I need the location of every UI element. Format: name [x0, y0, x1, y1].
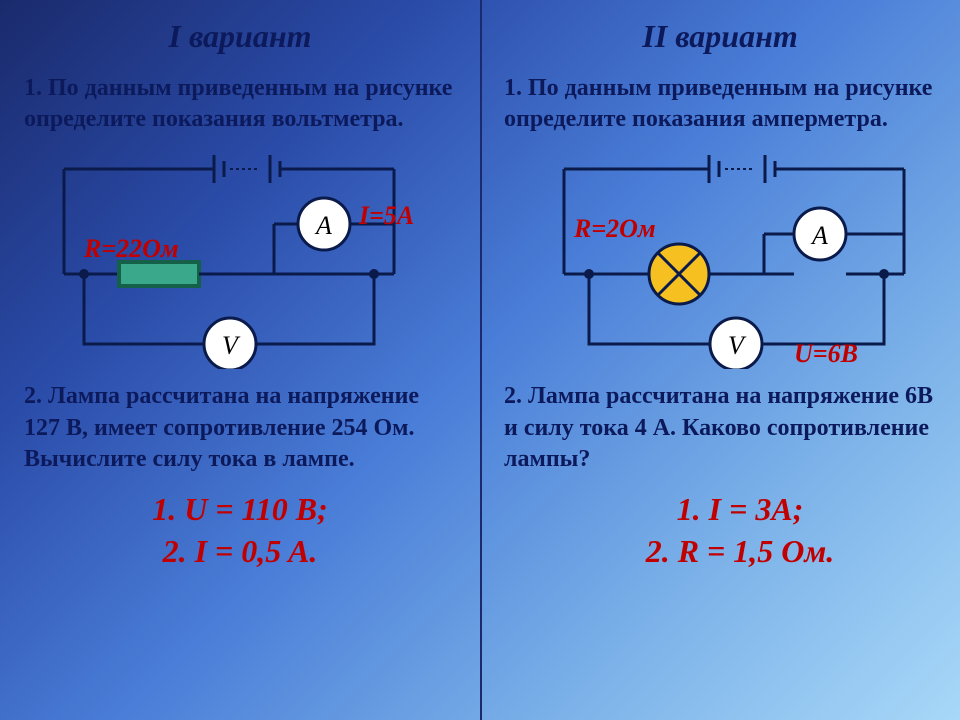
variant-1-problem-2: 2. Лампа рассчитана на напряжение 127 В,… — [24, 381, 456, 475]
ammeter-label: A — [314, 211, 332, 240]
voltage-label-2: U=6В — [794, 339, 858, 369]
current-label-1: I=5А — [359, 201, 414, 231]
answer-line: 1. U = 110 В; — [24, 489, 456, 531]
variant-1-panel: I вариант 1. По данным приведенным на ри… — [0, 0, 480, 720]
circuit-1: A V R=22Ом I=5А — [24, 149, 454, 369]
resistance-label-1: R=22Ом — [84, 234, 179, 264]
variant-2-answers: 1. I = 3А; 2. R = 1,5 Ом. — [504, 489, 936, 572]
ammeter-label-2: A — [810, 221, 828, 250]
variant-1-title: I вариант — [24, 18, 456, 55]
resistance-label-2: R=2Ом — [574, 214, 656, 244]
answer-line: 2. R = 1,5 Ом. — [544, 531, 936, 573]
variant-1-problem-1: 1. По данным приведенным на рисунке опре… — [24, 73, 456, 135]
variant-2-panel: II вариант 1. По данным приведенным на р… — [480, 0, 960, 720]
circuit-2: A V R=2Ом U=6В — [504, 149, 934, 369]
answer-line: 2. I = 0,5 A. — [24, 531, 456, 573]
variant-2-problem-1: 1. По данным приведенным на рисунке опре… — [504, 73, 936, 135]
variant-2-problem-2: 2. Лампа рассчитана на напряжение 6В и с… — [504, 381, 936, 475]
variant-2-title: II вариант — [504, 18, 936, 55]
circuit-2-svg: A V — [504, 149, 934, 369]
answer-line: 1. I = 3А; — [544, 489, 936, 531]
variant-1-answers: 1. U = 110 В; 2. I = 0,5 A. — [24, 489, 456, 572]
